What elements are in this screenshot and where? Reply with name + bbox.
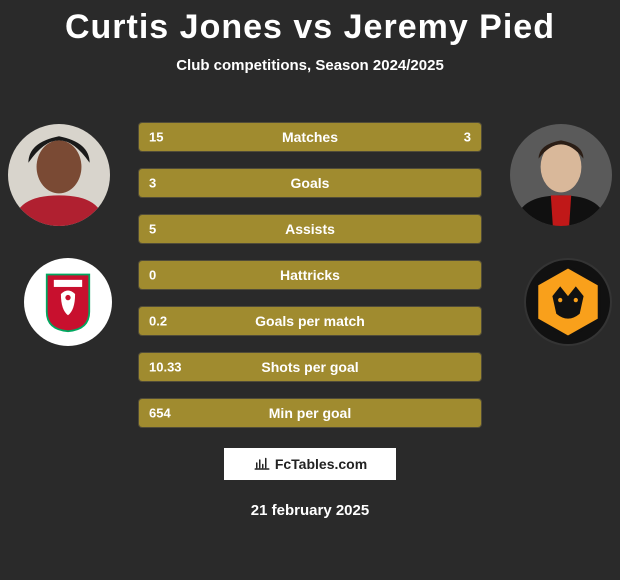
stat-label: Shots per goal <box>261 359 358 375</box>
stat-value-left: 10.33 <box>149 360 182 375</box>
player-right-avatar <box>510 124 612 226</box>
player-left-avatar <box>8 124 110 226</box>
stat-value-left: 15 <box>149 130 163 145</box>
stat-label: Goals <box>291 175 330 191</box>
page-subtitle: Club competitions, Season 2024/2025 <box>0 57 620 74</box>
stat-label: Min per goal <box>269 405 351 421</box>
stat-label: Assists <box>285 221 335 237</box>
stat-row: 10.33 Shots per goal <box>138 352 482 382</box>
bar-left <box>139 123 406 151</box>
site-watermark: FcTables.com <box>224 448 396 480</box>
site-label: FcTables.com <box>275 456 367 472</box>
page-title: Curtis Jones vs Jeremy Pied <box>0 0 620 47</box>
stat-label: Goals per match <box>255 313 365 329</box>
stat-row: 3 Goals <box>138 168 482 198</box>
chart-icon <box>253 454 271 475</box>
stat-value-left: 654 <box>149 406 171 421</box>
club-left-badge <box>24 258 112 346</box>
stat-row: 0 Hattricks <box>138 260 482 290</box>
stat-label: Hattricks <box>280 267 340 283</box>
stat-row: 654 Min per goal <box>138 398 482 428</box>
stat-value-right: 3 <box>464 130 471 145</box>
stat-value-left: 0 <box>149 268 156 283</box>
club-right-badge <box>524 258 612 346</box>
stat-value-left: 3 <box>149 176 156 191</box>
stat-value-left: 0.2 <box>149 314 167 329</box>
stat-label: Matches <box>282 129 338 145</box>
stat-value-left: 5 <box>149 222 156 237</box>
stat-row: 0.2 Goals per match <box>138 306 482 336</box>
stat-row: 5 Assists <box>138 214 482 244</box>
stat-row: 15 3 Matches <box>138 122 482 152</box>
date-label: 21 february 2025 <box>251 502 369 519</box>
stats-container: 15 3 Matches 3 Goals 5 Assists 0 Hattricks 0.2 Goa… <box>138 122 482 444</box>
